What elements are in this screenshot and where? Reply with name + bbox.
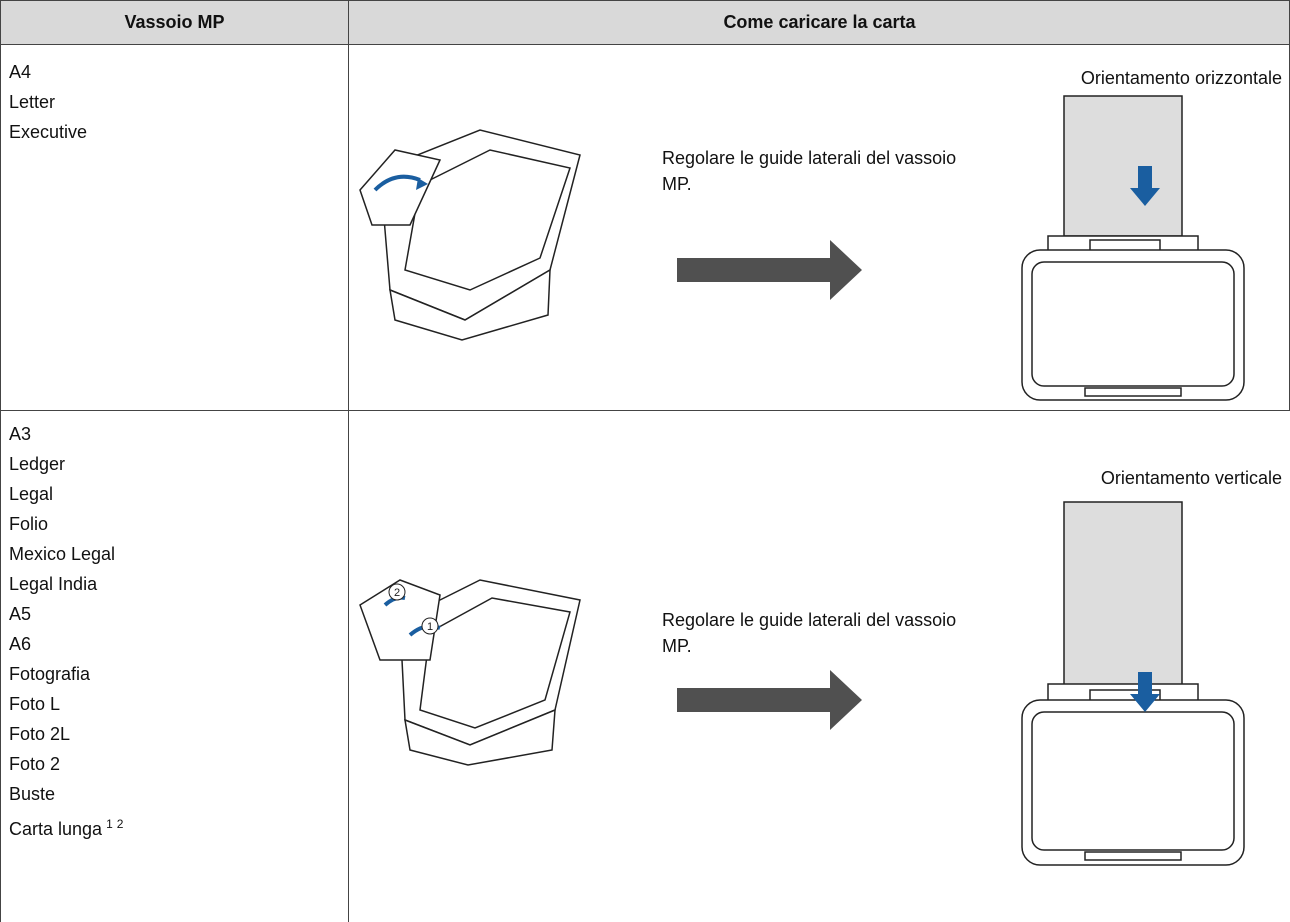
arrow (677, 670, 862, 730)
paper-size: Foto L (9, 694, 61, 714)
size-line: Fotografia (9, 659, 123, 689)
size-line: A5 (9, 599, 123, 629)
size-line: A6 (9, 629, 123, 659)
size-line: Letter (9, 87, 87, 117)
instruction: Regolare le guide laterali del vassoio M… (662, 148, 957, 194)
border (0, 0, 1290, 1)
size-line: Legal India (9, 569, 123, 599)
border (0, 0, 1, 922)
printer-illustration: 2 1 (359, 579, 581, 766)
size-list: A3 Ledger Legal Folio Mexico Legal Legal Indi… (9, 419, 123, 839)
size-line: Folio (9, 509, 123, 539)
paper-size: Folio (9, 514, 49, 534)
size-line: Legal (9, 479, 123, 509)
callout: 2 (394, 587, 400, 599)
paper-size: Legal (9, 484, 54, 504)
paper-size: Carta lunga (9, 819, 103, 839)
paper-size: Buste (9, 784, 56, 804)
border (0, 410, 1290, 411)
orientation-label: Orientamento verticale (1100, 468, 1282, 488)
size-line: Foto 2L (9, 719, 123, 749)
paper-size: Mexico Legal (9, 544, 116, 564)
printer-illustration (359, 129, 581, 341)
border (348, 0, 349, 922)
paper-size: Letter (9, 92, 56, 112)
column-header: Vassoio MP (0, 0, 349, 44)
size-line: Buste (9, 779, 123, 809)
paper-size: A3 (9, 424, 32, 444)
footnote-ref: 2 (116, 817, 124, 831)
arrow (677, 240, 862, 300)
column-header: Come caricare la carta (349, 0, 1290, 44)
instruction: Regolare le guide laterali del vassoio M… (662, 610, 957, 656)
paper-size: Executive (9, 122, 88, 142)
size-line: Mexico Legal (9, 539, 123, 569)
callout: 1 (427, 621, 433, 633)
paper-size: A6 (9, 634, 32, 654)
size-line: A3 (9, 419, 123, 449)
paper-size: A5 (9, 604, 32, 624)
paper-size: Foto 2L (9, 724, 71, 744)
paper-size: A4 (9, 62, 32, 82)
paper-size: Fotografia (9, 664, 91, 684)
orientation-label: Orientamento orizzontale (1080, 68, 1282, 88)
size-list: A4 Letter Executive (9, 57, 87, 147)
size-line: Foto 2 (9, 749, 123, 779)
size-line: A4 (9, 57, 87, 87)
tray-illustration (1021, 501, 1245, 866)
size-line: Executive (9, 117, 87, 147)
size-line: Carta lunga 1 2 (9, 809, 123, 839)
size-line: Ledger (9, 449, 123, 479)
paper-size: Foto 2 (9, 754, 61, 774)
paper-size: Ledger (9, 454, 66, 474)
size-line: Foto L (9, 689, 123, 719)
tray-illustration (1021, 95, 1245, 401)
footnote-ref: 1 (106, 817, 113, 831)
border (0, 44, 1290, 45)
paper-size: Legal India (9, 574, 98, 594)
